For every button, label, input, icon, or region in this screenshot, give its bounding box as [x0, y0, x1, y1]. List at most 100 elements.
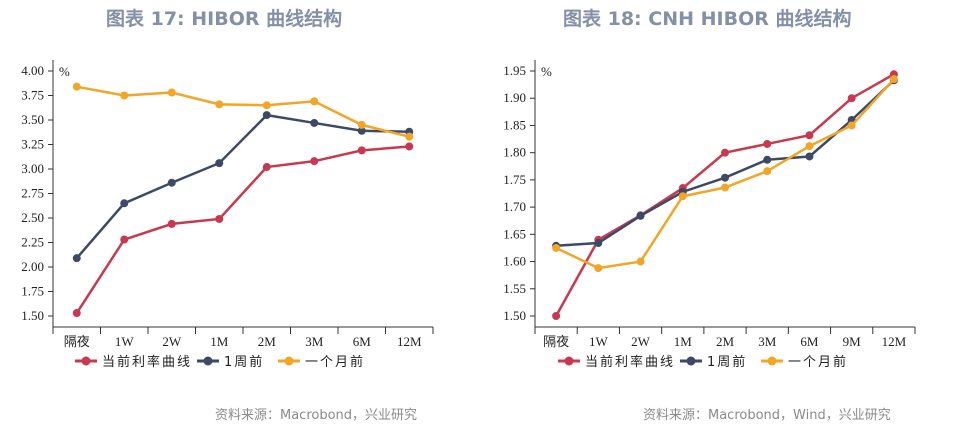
data-point [721, 173, 729, 182]
y-tick-label: 4.00 [21, 63, 44, 78]
x-tick-label: 2M [258, 334, 277, 349]
data-point [167, 219, 176, 228]
x-tick-label: 隔夜 [543, 334, 569, 349]
data-point [262, 163, 271, 172]
source-note-hibor: 资料来源：Macrobond，兴业研究 [215, 408, 418, 423]
data-point [310, 157, 319, 166]
y-tick-label: 3.00 [21, 161, 44, 176]
data-point [763, 167, 772, 176]
legend-marker-1 [686, 356, 696, 366]
data-point [357, 146, 366, 155]
y-tick-label: 3.75 [21, 88, 44, 103]
data-point [310, 118, 319, 127]
data-point [805, 131, 814, 140]
y-tick-label: 3.25 [21, 137, 44, 152]
data-point [552, 312, 561, 320]
y-tick-label: 1.75 [21, 284, 44, 299]
chart-title-cnh-hibor: 图表 18: CNH HIBOR 曲线结构 [563, 8, 852, 30]
y-tick-label: 2.00 [21, 259, 44, 274]
data-point [636, 211, 645, 220]
y-tick-label: 1.65 [503, 226, 526, 241]
y-tick-label: 1.55 [503, 281, 526, 296]
data-point [594, 239, 603, 248]
legend-marker-0 [81, 356, 91, 366]
data-point [636, 257, 645, 266]
y-tick-label: 1.60 [503, 254, 526, 269]
legend-label-2: 一个月前 [788, 354, 848, 370]
series-line-2 [555, 78, 895, 270]
source-note-cnh-hibor: 资料来源：Macrobond，Wind，兴业研究 [643, 408, 891, 423]
data-point [678, 192, 687, 201]
x-tick-label: 6M [800, 334, 819, 349]
y-tick-label: 1.50 [503, 308, 526, 323]
legend-label-1: 1周前 [224, 354, 264, 370]
series-line-1 [75, 113, 410, 259]
data-point [215, 100, 224, 109]
data-point [310, 97, 319, 106]
x-tick-label: 6M [353, 334, 372, 349]
x-tick-label: 1M [674, 334, 693, 349]
series-line-0 [555, 73, 895, 317]
x-tick-label: 2M [716, 334, 735, 349]
x-tick-label: 9M [843, 334, 862, 349]
data-point [763, 139, 772, 148]
x-tick-label: 1W [115, 334, 135, 349]
y-unit-label: % [541, 64, 552, 79]
y-unit-label: % [59, 64, 70, 79]
data-point [805, 152, 814, 161]
data-point [889, 75, 898, 84]
data-point [72, 82, 81, 91]
data-point [405, 142, 414, 151]
data-point [847, 121, 856, 130]
data-point [215, 214, 224, 223]
series-line-2 [76, 85, 410, 138]
data-point [120, 235, 129, 244]
legend-marker-2 [767, 356, 777, 366]
y-tick-label: 2.75 [21, 186, 44, 201]
legend-label-1: 1周前 [707, 354, 747, 370]
legend-label-0: 当前利率曲线 [585, 354, 675, 370]
y-tick-label: 1.70 [503, 199, 526, 214]
x-tick-label: 1W [589, 334, 609, 349]
data-point [721, 183, 729, 192]
data-point [167, 178, 176, 187]
data-point [594, 264, 603, 273]
data-point [721, 148, 729, 157]
legend-marker-1 [203, 356, 213, 366]
legend-label-2: 一个月前 [305, 354, 365, 370]
x-tick-label: 2W [162, 334, 182, 349]
y-tick-label: 1.90 [503, 90, 526, 105]
x-tick-label: 2W [631, 334, 651, 349]
data-point [405, 132, 414, 141]
y-tick-label: 1.80 [503, 145, 526, 160]
data-point [72, 309, 81, 318]
x-tick-label: 隔夜 [64, 334, 90, 349]
data-point [167, 88, 176, 97]
legend-marker-0 [564, 356, 574, 366]
y-tick-label: 1.95 [503, 63, 526, 78]
y-tick-label: 1.85 [503, 117, 526, 132]
x-tick-label: 1M [210, 334, 229, 349]
y-tick-label: 1.50 [21, 308, 44, 323]
data-point [262, 111, 271, 120]
data-point [763, 155, 772, 164]
data-point [120, 91, 129, 100]
data-point [805, 142, 814, 151]
data-point [847, 94, 856, 103]
data-point [262, 101, 271, 110]
data-point [357, 126, 366, 135]
data-point [552, 243, 561, 252]
legend-label-0: 当前利率曲线 [102, 354, 192, 370]
series-line-0 [75, 145, 410, 314]
y-tick-label: 2.25 [21, 235, 44, 250]
x-tick-label: 3M [305, 334, 324, 349]
y-tick-label: 3.50 [21, 112, 44, 127]
data-point [357, 120, 366, 129]
data-point [215, 159, 224, 168]
x-tick-label: 12M [882, 334, 907, 349]
x-tick-label: 3M [758, 334, 777, 349]
legend-marker-2 [284, 356, 294, 366]
chart-title-hibor: 图表 17: HIBOR 曲线结构 [106, 8, 343, 30]
data-point [120, 199, 129, 208]
